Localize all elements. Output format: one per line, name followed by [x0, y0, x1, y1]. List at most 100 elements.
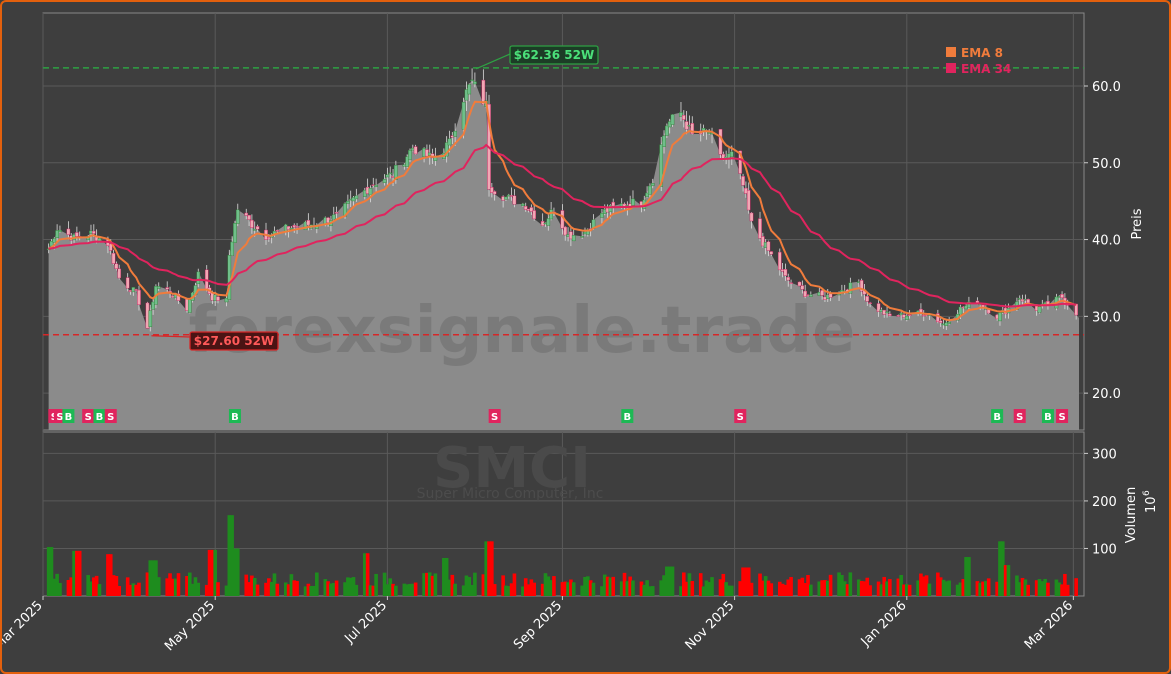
volume-axis-label: Volumen [1124, 487, 1139, 544]
volume-bar [176, 573, 181, 596]
volume-bar [173, 578, 178, 596]
volume-bar [690, 581, 695, 596]
signal-marker [1041, 409, 1054, 423]
candle-body [148, 310, 153, 327]
candle-body [176, 293, 181, 301]
volume-bar [213, 549, 217, 596]
volume-bar [591, 582, 596, 596]
signal-label: S [1058, 412, 1065, 423]
volume-bar [89, 581, 93, 596]
volume-bar [230, 515, 234, 596]
candle-body [444, 142, 449, 157]
candle-body [275, 230, 280, 232]
volume-bar [346, 577, 350, 596]
candle-body [108, 243, 113, 251]
signal-marker [104, 409, 117, 423]
candle-body [461, 101, 466, 130]
signal-label: S [1016, 412, 1023, 423]
candle-body [800, 285, 805, 290]
volume-bar [588, 580, 593, 596]
candle-body [1017, 298, 1022, 300]
volume-bar [947, 580, 951, 596]
candle-body [681, 115, 686, 120]
candle-body [645, 192, 649, 198]
price-area-fill [48, 79, 1080, 431]
candle-body [473, 81, 477, 85]
volume-bar [958, 582, 963, 596]
volume-bar [766, 580, 771, 596]
volume-bar [106, 554, 110, 596]
signal-label: S [737, 412, 744, 423]
volume-bar [382, 572, 387, 596]
signal-marker [82, 409, 95, 423]
candle-body [648, 185, 652, 195]
volume-bar [845, 584, 850, 596]
candle-body [803, 290, 807, 297]
volume-bar [492, 584, 497, 596]
volume-bar [264, 582, 268, 596]
volume-bar [312, 585, 316, 596]
signal-label: B [993, 412, 1001, 423]
candle-body [1060, 294, 1064, 299]
watermark: forexsignale.trade [189, 294, 856, 368]
candle-body [267, 237, 271, 240]
volume-bar [111, 575, 116, 596]
volume-bar [718, 579, 723, 596]
volume-bar [413, 582, 418, 596]
volume-bar [289, 574, 294, 596]
candle-body [876, 303, 881, 312]
volume-bar [704, 580, 709, 596]
volume-bar [546, 576, 551, 596]
volume-bar [975, 581, 980, 596]
volume-bar [984, 580, 988, 596]
signal-marker [93, 409, 106, 423]
volume-bar [464, 575, 469, 596]
volume-bar [286, 584, 291, 596]
volume-bar [857, 579, 861, 596]
volume-bar [433, 573, 438, 596]
x-tick-label: Jul 2025 [341, 598, 390, 647]
volume-bar [532, 582, 536, 596]
candle-body [111, 252, 116, 264]
candle-body [374, 184, 378, 188]
volume-bar [549, 580, 553, 596]
volume-bar [453, 583, 457, 596]
volume-bar [995, 581, 999, 596]
volume-bar [936, 572, 940, 596]
volume-bar [66, 579, 71, 596]
volume-bar [1003, 565, 1008, 596]
volume-bar [75, 550, 79, 596]
candle-body [905, 315, 909, 320]
volume-bar [275, 583, 280, 596]
x-tick-label: Mar 2026 [1022, 598, 1076, 652]
volume-bar [981, 581, 985, 596]
volume-bar [1034, 580, 1039, 596]
volume-bar [1006, 565, 1011, 596]
volume-bar [250, 575, 254, 596]
volume-bar [255, 584, 260, 596]
volume-bar [862, 581, 867, 596]
volume-bar [323, 579, 328, 596]
candle-body [470, 79, 474, 82]
candle-body [749, 212, 754, 222]
candle-body [523, 205, 528, 210]
volume-bar [185, 575, 189, 596]
volume-bar [571, 582, 576, 596]
price-axis-label: Preis [1130, 208, 1145, 239]
legend: EMA 8 EMA 34 [946, 46, 1011, 76]
volume-bar [207, 549, 212, 596]
volume-bar [622, 572, 627, 596]
signal-label: B [231, 412, 239, 423]
volume-tick-label: 200 [1092, 495, 1117, 510]
candle-body [187, 299, 192, 313]
x-tick-label: May 2025 [162, 598, 218, 654]
volume-axis-unit: 10 [1144, 496, 1159, 513]
candle-body [247, 214, 251, 220]
volume-bar [363, 553, 367, 596]
candle-body [351, 197, 356, 202]
volume-bar [1037, 579, 1042, 596]
candle-body [114, 263, 119, 270]
volume-bar [272, 573, 277, 596]
volume-bar [430, 575, 435, 596]
volume-bar [823, 580, 827, 596]
